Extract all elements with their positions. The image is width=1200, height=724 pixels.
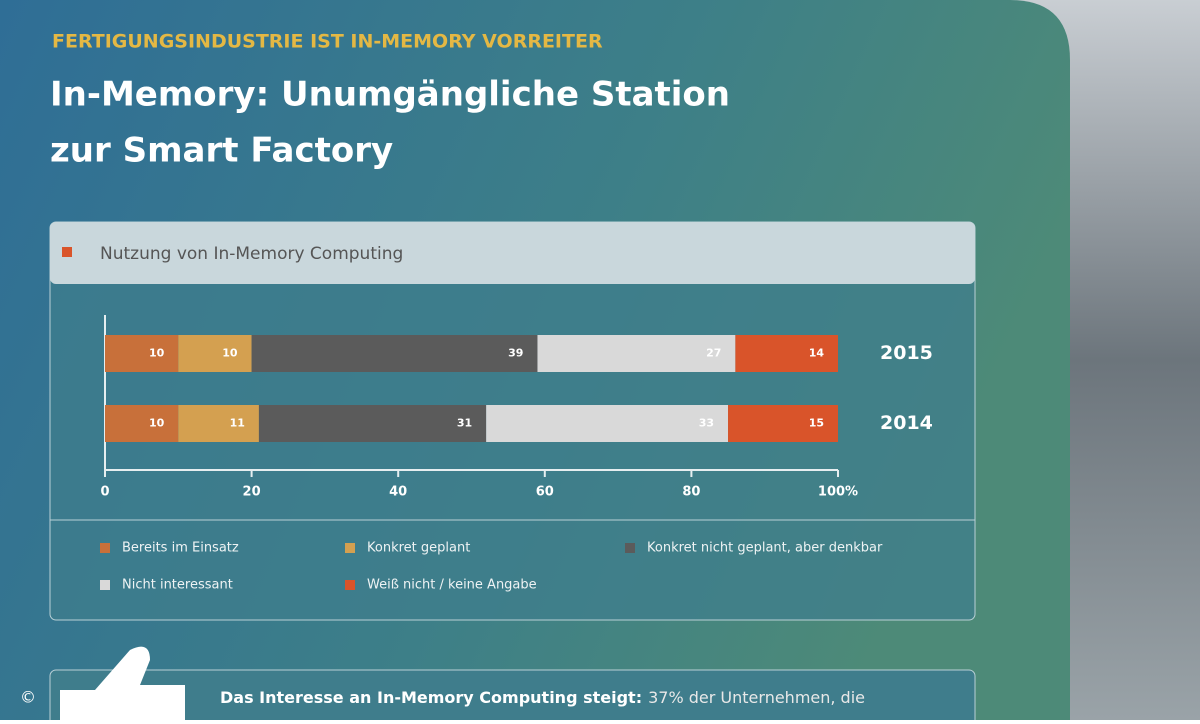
chart-header	[50, 222, 975, 284]
bar-segment	[258, 405, 487, 442]
title: In-Memory: Unumgängliche Station	[50, 75, 730, 115]
data-label: 10	[149, 347, 165, 360]
title: zur Smart Factory	[50, 131, 393, 171]
thumbs-up-icon	[60, 646, 185, 720]
bar-segment	[178, 405, 259, 442]
bar-segment	[105, 405, 179, 442]
legend-label: Weiß nicht / keine Angabe	[367, 578, 537, 593]
data-label: 10	[149, 417, 165, 430]
legend-label: Bereits im Einsatz	[122, 541, 239, 556]
x-tick-label: 20	[243, 485, 261, 500]
bar-segment	[486, 405, 729, 442]
x-tick-label: 0	[100, 485, 109, 500]
x-tick-label: 80	[682, 485, 700, 500]
legend-marker	[100, 580, 110, 590]
bar-segment	[735, 335, 838, 372]
legend-label: Nicht interessant	[122, 578, 233, 593]
x-tick-label: 100%	[818, 485, 858, 500]
note: Das Interesse an In-Memory Computing ste…	[220, 688, 865, 707]
data-label: 31	[457, 417, 472, 430]
legend-label: Konkret geplant	[367, 541, 470, 556]
chart-subtitle: Nutzung von In-Memory Computing	[100, 244, 403, 264]
bar-segment	[178, 335, 252, 372]
copyright: ©	[20, 688, 36, 707]
bar-segment	[728, 405, 838, 442]
legend-marker	[100, 543, 110, 553]
data-label: 14	[809, 347, 825, 360]
bar-segment	[537, 335, 736, 372]
data-label: 39	[508, 347, 523, 360]
data-label: 15	[809, 417, 824, 430]
legend-label: Konkret nicht geplant, aber denkbar	[647, 541, 883, 556]
x-tick-label: 40	[389, 485, 407, 500]
header-marker	[62, 247, 72, 257]
data-label: 33	[699, 417, 714, 430]
legend-marker	[625, 543, 635, 553]
note-text: 37% der Unternehmen, die	[648, 688, 865, 707]
note-box	[49, 669, 976, 724]
note-lead: Das Interesse an In-Memory Computing ste…	[220, 688, 642, 707]
bar-segment	[105, 335, 179, 372]
data-label: 11	[230, 417, 245, 430]
category-label: 2015	[880, 342, 933, 364]
legend-marker	[345, 580, 355, 590]
data-label: 27	[706, 347, 721, 360]
bar-segment	[251, 335, 538, 372]
legend-marker	[345, 543, 355, 553]
kicker: FERTIGUNGSINDUSTRIE IST IN-MEMORY VORREI…	[52, 31, 603, 53]
x-tick-label: 60	[536, 485, 554, 500]
data-label: 10	[222, 347, 238, 360]
category-label: 2014	[880, 412, 933, 434]
